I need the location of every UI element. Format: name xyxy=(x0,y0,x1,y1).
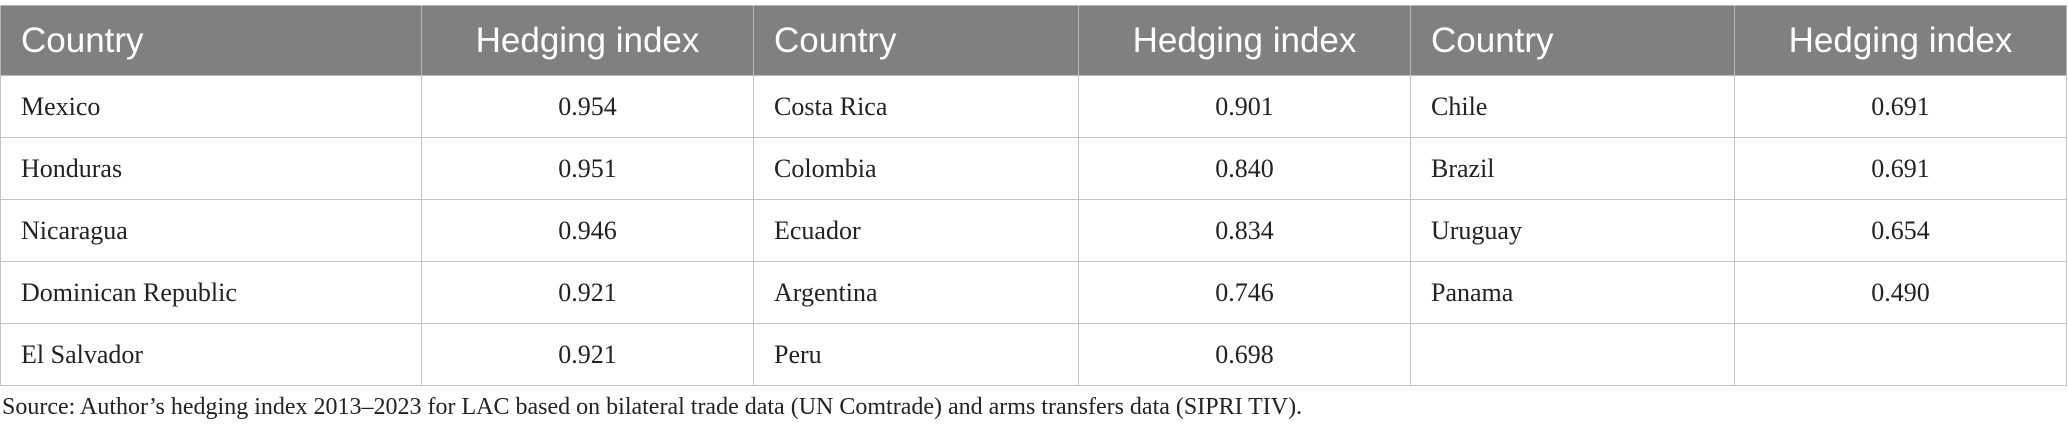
country-cell: Mexico xyxy=(0,75,422,138)
table-row: Mexico 0.954 Costa Rica 0.901 Chile 0.691 xyxy=(0,75,2067,138)
header-cell: Hedging index xyxy=(1078,5,1411,76)
header-cell: Hedging index xyxy=(1734,5,2067,76)
country-cell: Colombia xyxy=(753,137,1079,200)
index-cell xyxy=(1734,323,2067,386)
index-cell: 0.840 xyxy=(1078,137,1411,200)
index-cell: 0.834 xyxy=(1078,199,1411,262)
country-cell: Brazil xyxy=(1410,137,1735,200)
table-row: Honduras 0.951 Colombia 0.840 Brazil 0.691 xyxy=(0,137,2067,200)
country-cell: Uruguay xyxy=(1410,199,1735,262)
table-wrap: Country Hedging index Country Hedging index… xyxy=(0,5,2068,386)
table-body: Mexico 0.954 Costa Rica 0.901 Chile 0.691 Hond… xyxy=(0,75,2067,386)
index-cell: 0.954 xyxy=(421,75,754,138)
header-cell: Country xyxy=(753,5,1079,76)
country-cell: Nicaragua xyxy=(0,199,422,262)
source-note: Source: Author’s hedging index 2013–2023… xyxy=(2,394,1303,420)
header-cell: Hedging index xyxy=(421,5,754,76)
country-cell: Argentina xyxy=(753,261,1079,324)
country-cell xyxy=(1410,323,1735,386)
country-cell: Peru xyxy=(753,323,1079,386)
country-cell: Costa Rica xyxy=(753,75,1079,138)
index-cell: 0.921 xyxy=(421,261,754,324)
country-cell: El Salvador xyxy=(0,323,422,386)
table-row: Nicaragua 0.946 Ecuador 0.834 Uruguay 0.654 xyxy=(0,199,2067,262)
table-row: Dominican Republic 0.921 Argentina 0.746 Pan… xyxy=(0,261,2067,324)
country-cell: Panama xyxy=(1410,261,1735,324)
index-cell: 0.691 xyxy=(1734,137,2067,200)
table: Country Hedging index Country Hedging index… xyxy=(0,5,2067,386)
index-cell: 0.901 xyxy=(1078,75,1411,138)
index-cell: 0.490 xyxy=(1734,261,2067,324)
index-cell: 0.921 xyxy=(421,323,754,386)
country-cell: Chile xyxy=(1410,75,1735,138)
country-cell: Ecuador xyxy=(753,199,1079,262)
index-cell: 0.691 xyxy=(1734,75,2067,138)
header-cell: Country xyxy=(0,5,422,76)
header-cell: Country xyxy=(1410,5,1735,76)
index-cell: 0.698 xyxy=(1078,323,1411,386)
table-row: El Salvador 0.921 Peru 0.698 xyxy=(0,323,2067,386)
country-cell: Honduras xyxy=(0,137,422,200)
index-cell: 0.951 xyxy=(421,137,754,200)
country-cell: Dominican Republic xyxy=(0,261,422,324)
header-row: Country Hedging index Country Hedging index… xyxy=(0,5,2067,76)
index-cell: 0.654 xyxy=(1734,199,2067,262)
index-cell: 0.746 xyxy=(1078,261,1411,324)
index-cell: 0.946 xyxy=(421,199,754,262)
